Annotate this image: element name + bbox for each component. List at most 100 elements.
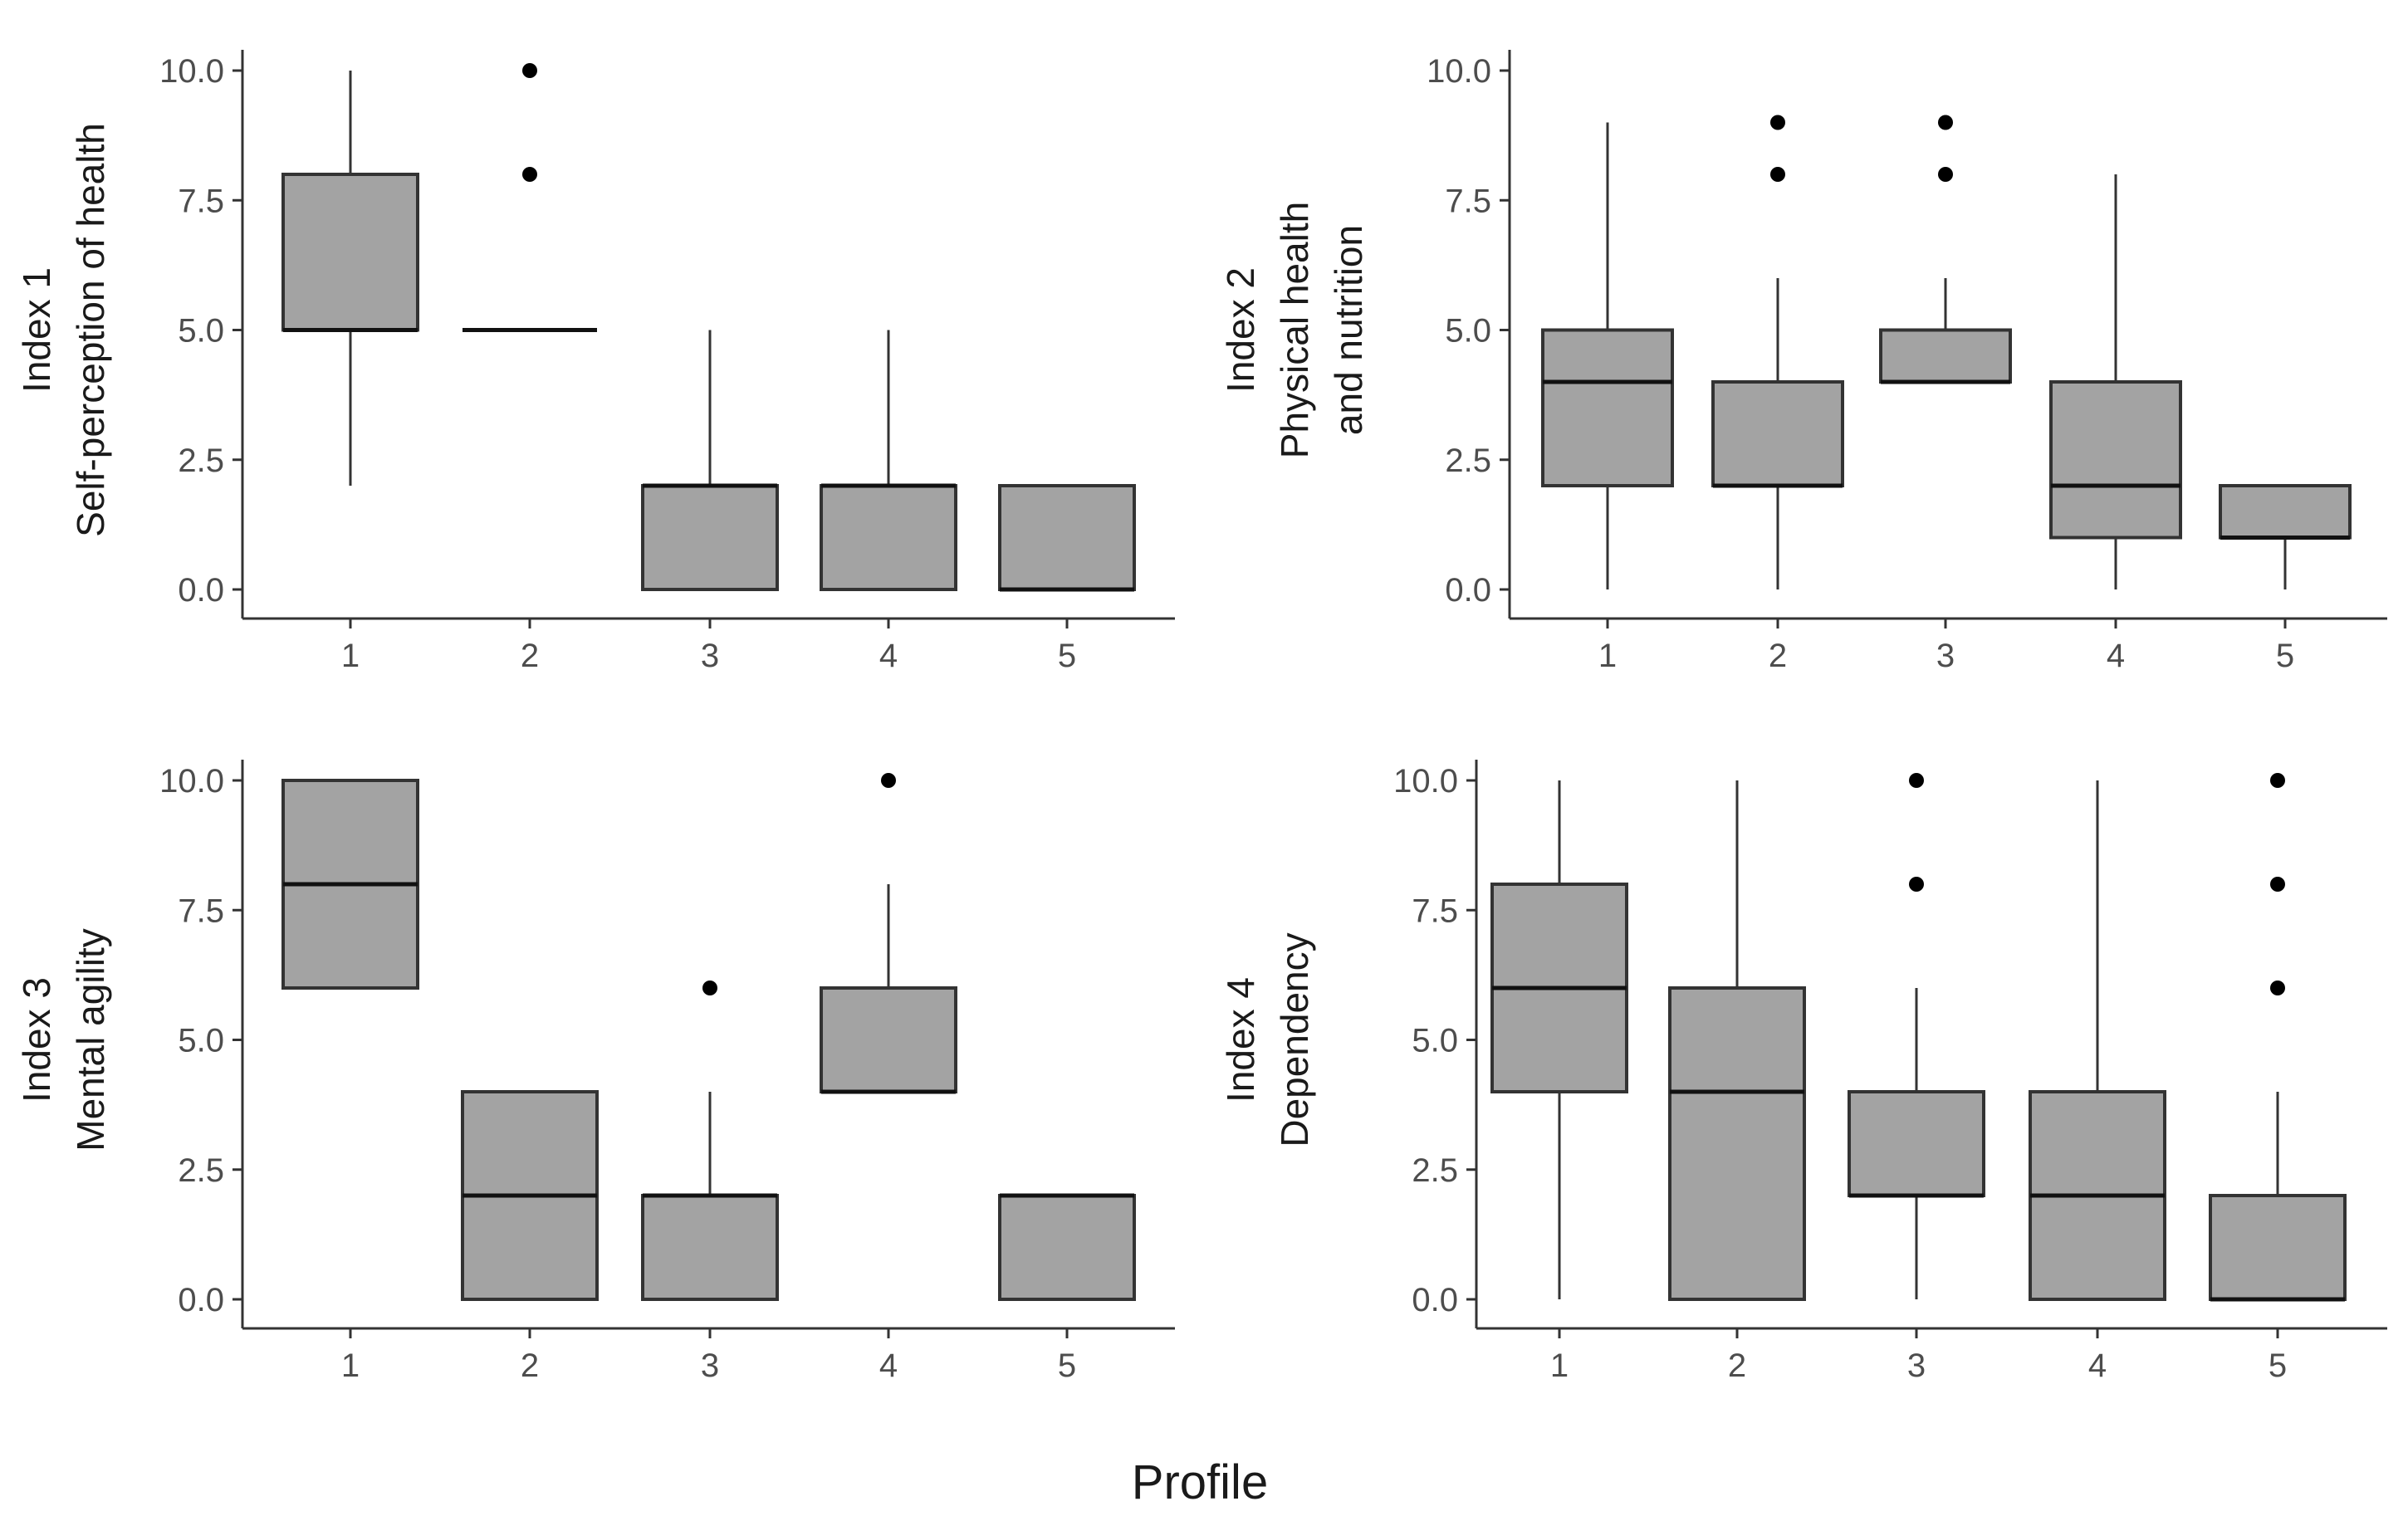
x-tick-label: 2	[521, 638, 539, 674]
box-profile-3	[641, 981, 779, 1301]
y-axis-title-line: Index 4	[1219, 977, 1262, 1103]
y-axis-title-line: Index 3	[15, 977, 58, 1103]
x-tick-label: 1	[341, 1347, 360, 1384]
panel-4: 0.0 2.5 5.0 7.5 10.0 1 2 3 4 5 Index 4 Dependency	[1219, 760, 2387, 1384]
box-profile-4	[2049, 174, 2182, 589]
x-tick-label: 3	[701, 1347, 719, 1384]
y-tick-label: 2.5	[1445, 443, 1491, 479]
box-body	[2049, 380, 2182, 540]
box-body	[1541, 328, 1674, 487]
y-tick-label: 0.0	[178, 1282, 224, 1318]
y-tick-label: 7.5	[1412, 893, 1458, 929]
y-tick-label: 5.0	[1445, 313, 1491, 350]
outlier-point	[881, 773, 896, 788]
x-tick-label: 3	[1907, 1347, 1926, 1384]
y-tick-label: 7.5	[1445, 183, 1491, 219]
x-tick-label: 3	[701, 638, 719, 674]
box-body	[998, 484, 1136, 591]
outlier-point	[702, 981, 717, 995]
y-axis-title-line: Mental agility	[69, 928, 112, 1151]
y-tick-label: 10.0	[1427, 53, 1491, 90]
x-tick-label: 5	[2276, 638, 2294, 674]
y-tick-label: 7.5	[178, 183, 224, 219]
box-body	[1668, 986, 1806, 1301]
outlier-point	[1770, 115, 1785, 130]
outlier-point	[1938, 167, 1953, 182]
box-profile-2	[1668, 780, 1806, 1301]
panel-2: 0.0 2.5 5.0 7.5 10.0 1 2 3 4 5 Index 2 Physical hea…	[1219, 50, 2387, 674]
x-tick-label: 2	[1769, 638, 1787, 674]
y-axis-title-line: Index 2	[1219, 267, 1262, 393]
box-body	[2209, 1194, 2347, 1301]
y-tick-label: 5.0	[178, 313, 224, 350]
box-profile-5	[2219, 484, 2352, 589]
global-x-axis-title: Profile	[1132, 1455, 1268, 1509]
y-tick-label: 10.0	[1393, 763, 1458, 800]
outlier-point	[1938, 115, 1953, 130]
y-axis-title-line: Dependency	[1273, 932, 1316, 1147]
y-tick-label: 0.0	[1445, 572, 1491, 609]
box-profile-2	[463, 63, 597, 332]
outlier-point	[1909, 877, 1924, 892]
x-tick-label: 1	[341, 638, 360, 674]
box-profile-2	[461, 1090, 599, 1301]
y-tick-label: 5.0	[178, 1023, 224, 1059]
outlier-point	[522, 63, 537, 78]
outlier-point	[522, 167, 537, 182]
x-tick-label: 1	[1550, 1347, 1569, 1384]
outlier-point	[1909, 773, 1924, 788]
outlier-point	[2270, 773, 2285, 788]
x-tick-label: 4	[2088, 1347, 2107, 1384]
y-tick-label: 0.0	[178, 572, 224, 609]
x-tick-label: 5	[1058, 1347, 1076, 1384]
box-body	[641, 1194, 779, 1301]
y-axis-title-line: Physical health	[1273, 202, 1316, 458]
box-profile-4	[2029, 780, 2166, 1301]
box-body	[281, 173, 419, 332]
box-profile-2	[1711, 115, 1844, 589]
y-axis-title-line: Self-perception of health	[69, 123, 112, 537]
box-profile-5	[2209, 773, 2347, 1302]
box-profile-4	[820, 330, 957, 591]
y-tick-label: 0.0	[1412, 1282, 1458, 1318]
y-axis-title-line: Index 1	[15, 267, 58, 393]
y-tick-label: 10.0	[159, 53, 224, 90]
box-body	[1848, 1090, 1985, 1197]
x-tick-label: 3	[1936, 638, 1955, 674]
box-profile-1	[1541, 122, 1674, 589]
x-tick-label: 2	[1728, 1347, 1746, 1384]
y-axis-title-line: and nutrition	[1327, 225, 1370, 435]
y-tick-label: 7.5	[178, 893, 224, 929]
box-body	[820, 986, 957, 1093]
outlier-point	[2270, 877, 2285, 892]
box-body	[1711, 380, 1844, 487]
panel-3: 0.0 2.5 5.0 7.5 10.0 1 2 3 4 5 Index 3 Mental agili…	[15, 760, 1175, 1384]
box-profile-5	[998, 484, 1136, 592]
box-body	[641, 484, 779, 591]
box-body	[2219, 484, 2352, 540]
x-tick-label: 1	[1598, 638, 1617, 674]
outlier-point	[1770, 167, 1785, 182]
box-profile-4	[820, 773, 957, 1094]
x-tick-label: 5	[2269, 1347, 2287, 1384]
box-body	[1879, 328, 2012, 384]
x-tick-label: 2	[521, 1347, 539, 1384]
box-body	[820, 484, 957, 591]
box-body	[998, 1194, 1136, 1301]
outlier-point	[2270, 981, 2285, 995]
box-profile-1	[281, 779, 419, 990]
y-tick-label: 2.5	[178, 443, 224, 479]
panel-1: 0.0 2.5 5.0 7.5 10.0 1 2 3 4 5 Index 1 Self-percept…	[15, 50, 1175, 674]
y-tick-label: 10.0	[159, 763, 224, 800]
box-profile-3	[1879, 115, 2012, 384]
x-tick-label: 4	[2107, 638, 2125, 674]
box-profile-1	[1490, 780, 1628, 1299]
x-tick-label: 4	[879, 638, 898, 674]
y-tick-label: 5.0	[1412, 1023, 1458, 1059]
box-profile-3	[1848, 773, 1985, 1299]
box-profile-5	[998, 1193, 1136, 1301]
box-profile-3	[641, 330, 779, 591]
box-profile-1	[281, 71, 419, 486]
